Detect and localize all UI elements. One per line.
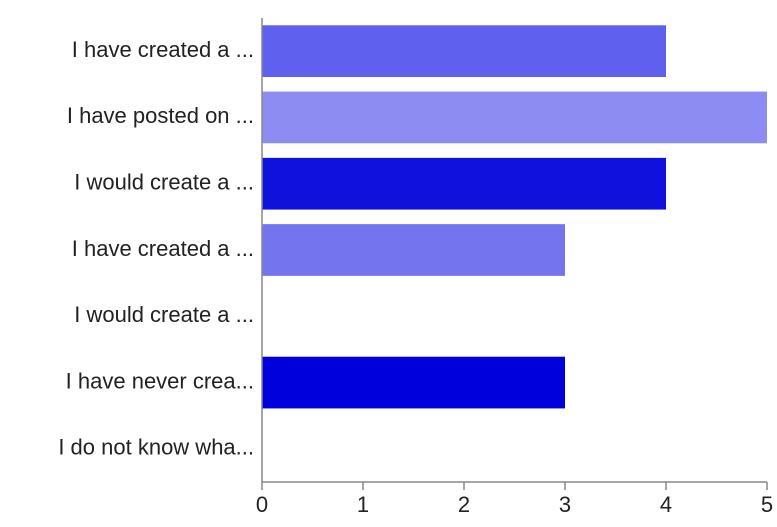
category-label: I would create a ... — [74, 170, 254, 195]
category-label: I have created a ... — [72, 37, 254, 62]
x-tick-label: 2 — [458, 492, 470, 517]
x-tick-label: 1 — [357, 492, 369, 517]
bar-3 — [262, 224, 565, 276]
x-tick-label: 5 — [761, 492, 773, 517]
bar-2 — [262, 158, 666, 210]
x-tick-label: 0 — [256, 492, 268, 517]
category-label: I have never crea... — [66, 368, 254, 393]
category-label: I have created a ... — [72, 236, 254, 261]
x-tick-label: 4 — [660, 492, 672, 517]
bar-1 — [262, 92, 767, 144]
category-label: I have posted on ... — [67, 103, 254, 128]
bar-0 — [262, 25, 666, 77]
bar-5 — [262, 357, 565, 409]
x-tick-label: 3 — [559, 492, 571, 517]
category-label: I would create a ... — [74, 302, 254, 327]
category-label: I do not know wha... — [58, 435, 254, 460]
